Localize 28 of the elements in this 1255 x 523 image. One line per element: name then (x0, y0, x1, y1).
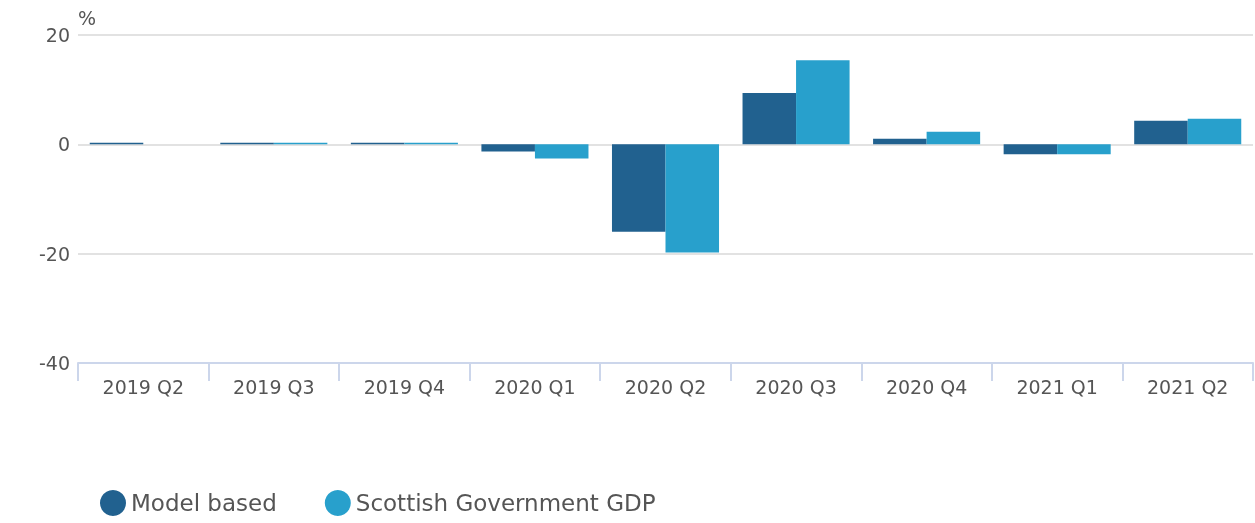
bar (534, 144, 589, 159)
x-tick-label: 2019 Q2 (102, 375, 184, 398)
bar (481, 144, 535, 152)
x-tick-label: 2020 Q1 (494, 375, 576, 398)
y-tick-label: -40 (38, 352, 70, 374)
bar (1057, 144, 1111, 155)
y-tick-label: 20 (45, 24, 70, 46)
bar (796, 60, 850, 145)
x-tick-label: 2019 Q3 (233, 375, 315, 398)
x-tick-label: 2020 Q2 (624, 375, 707, 398)
bar (926, 131, 981, 145)
legend-label: Model based (131, 490, 277, 516)
bar (1187, 118, 1242, 145)
x-tick-label: 2021 Q2 (1147, 375, 1229, 398)
bar (1134, 120, 1188, 145)
y-tick-label: -20 (38, 242, 70, 265)
bar (742, 92, 797, 145)
bar (611, 144, 666, 232)
y-axis-title: % (78, 6, 97, 29)
bar (1003, 144, 1058, 155)
x-tick-label: 2020 Q4 (885, 375, 968, 398)
x-tick-label: 2021 Q1 (1016, 375, 1098, 398)
bar (665, 144, 720, 253)
legend-label: Scottish Government GDP (355, 490, 656, 516)
y-tick-label: 0 (57, 133, 70, 156)
bar (873, 138, 927, 145)
x-tick-label: 2020 Q3 (755, 375, 837, 398)
x-tick-label: 2019 Q4 (363, 375, 446, 398)
